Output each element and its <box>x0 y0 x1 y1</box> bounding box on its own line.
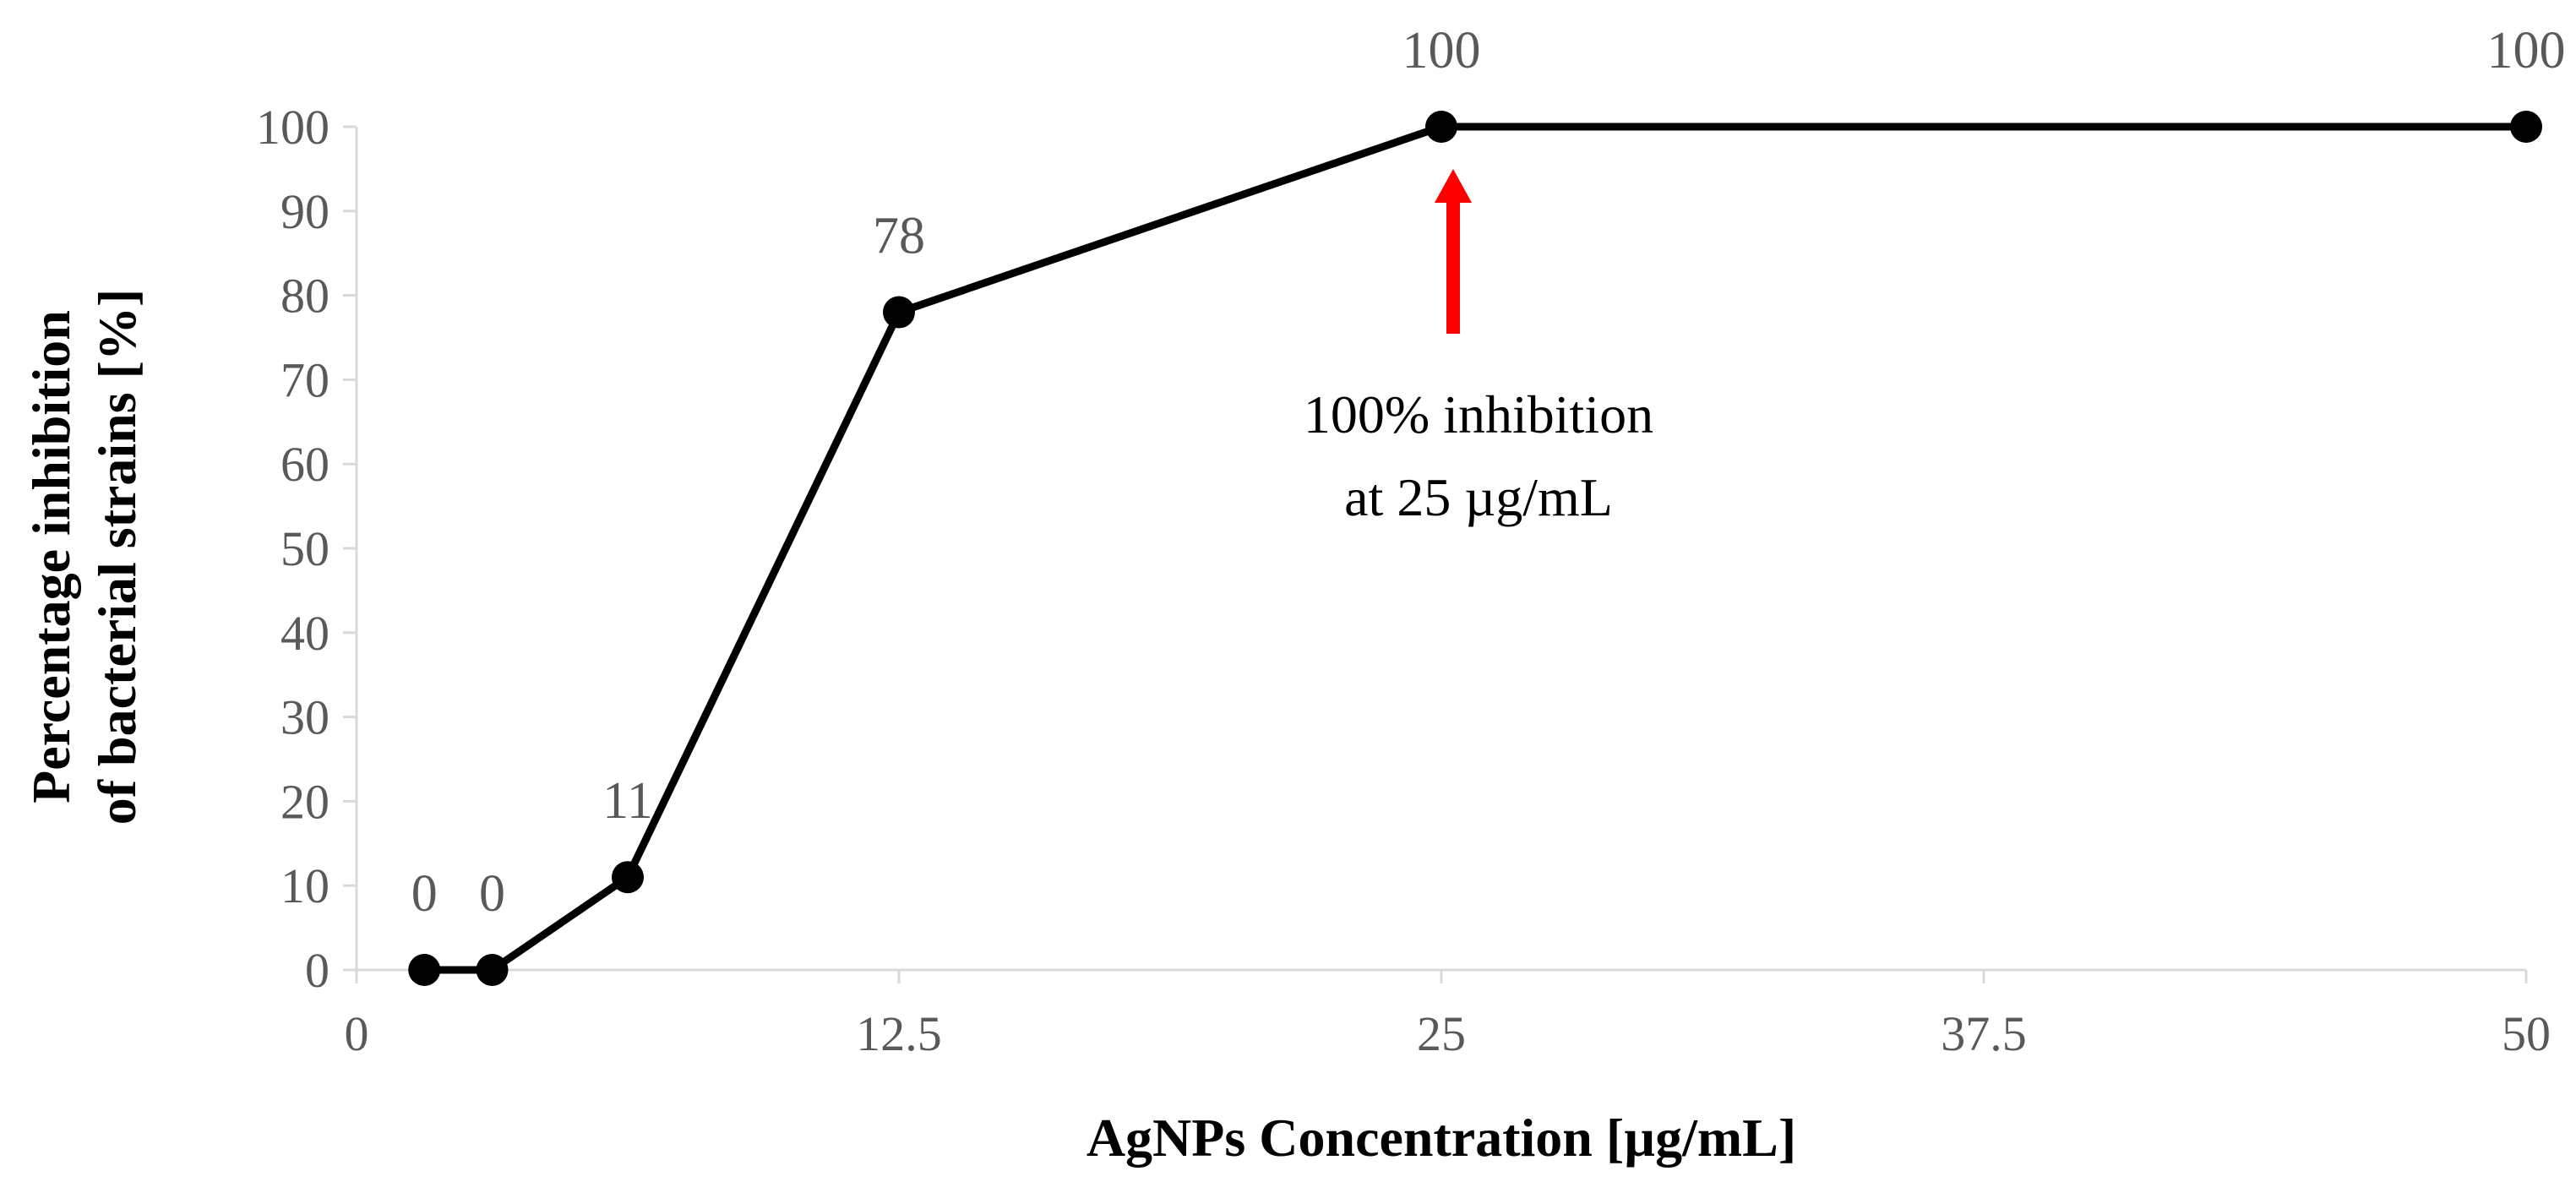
data-label: 0 <box>479 865 505 923</box>
x-tick-label: 0 <box>345 1006 369 1061</box>
x-tick-label: 25 <box>1417 1006 1466 1061</box>
y-tick-label: 70 <box>280 352 329 407</box>
series-line <box>424 123 2526 974</box>
y-tick-label: 10 <box>280 858 329 913</box>
y-tick-label: 50 <box>280 521 329 576</box>
y-tick-label: 40 <box>280 606 329 661</box>
annotation-text: at 25 µg/mL <box>1344 467 1613 527</box>
annotation: 100% inhibition at 25 µg/mL <box>1304 169 1653 527</box>
y-axis-title: Percentage inhibition of bacterial strain… <box>21 289 147 825</box>
data-point <box>883 296 915 329</box>
data-label: 11 <box>602 772 653 830</box>
x-tick-label: 12.5 <box>856 1006 942 1061</box>
data-label: 100 <box>2487 22 2566 79</box>
data-label: 0 <box>411 865 438 923</box>
y-axis: 0 10 20 30 40 50 60 70 80 90 100 <box>256 100 358 998</box>
y-axis-title-line: of bacterial strains [%] <box>87 289 147 825</box>
data-point <box>1425 111 1457 143</box>
x-axis-title: AgNPs Concentration [µg/mL] <box>1086 1108 1796 1168</box>
data-point <box>2510 111 2542 143</box>
y-tick-label: 90 <box>280 184 329 239</box>
annotation-arrow-head <box>1435 169 1472 203</box>
y-tick-label: 20 <box>280 774 329 829</box>
y-tick-label: 0 <box>305 943 329 998</box>
y-tick-label: 100 <box>256 100 329 155</box>
series: 0 0 11 78 100 100 <box>408 22 2566 986</box>
data-point <box>612 861 644 894</box>
x-axis: 0 12.5 25 37.5 50 <box>345 968 2551 1061</box>
x-tick-label: 37.5 <box>1941 1006 2027 1061</box>
data-label: 100 <box>1402 22 1481 79</box>
data-point <box>408 954 441 986</box>
y-tick-label: 60 <box>280 437 329 492</box>
y-tick-label: 80 <box>280 269 329 324</box>
y-axis-title-line: Percentage inhibition <box>21 310 81 803</box>
x-tick-label: 50 <box>2502 1006 2551 1061</box>
data-label: 78 <box>873 208 925 265</box>
y-tick-label: 30 <box>280 690 329 745</box>
annotation-text: 100% inhibition <box>1304 384 1653 444</box>
data-point <box>476 954 509 986</box>
